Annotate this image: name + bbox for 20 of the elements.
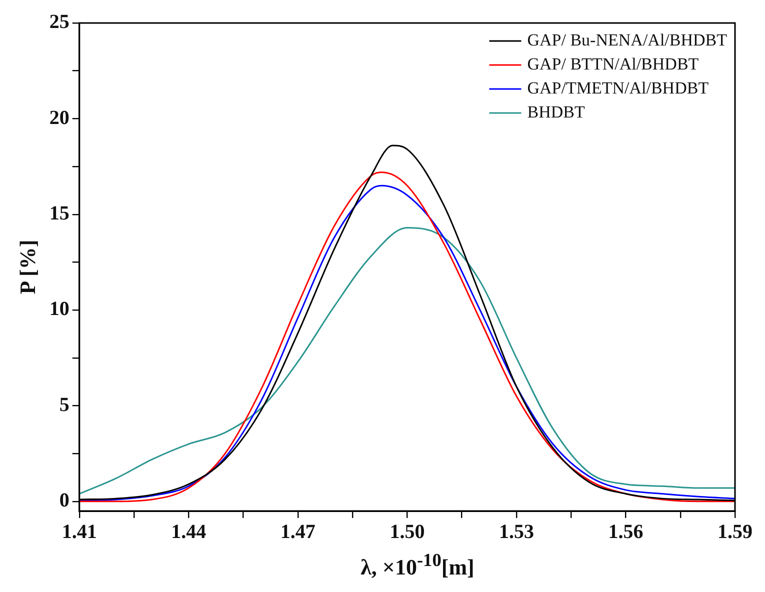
x-tick-label: 1.47 [280, 521, 316, 544]
legend-label: GAP/ Bu-NENA/Al/BHDBT [527, 30, 728, 50]
x-tick-label: 1.59 [718, 521, 752, 544]
y-tick-label: 15 [49, 202, 70, 225]
legend-label: GAP/ BTTN/Al/BHDBT [527, 54, 700, 74]
line-series [79, 227, 735, 495]
x-tick-label: 1.56 [608, 521, 644, 544]
x-tick-label: 1.41 [62, 521, 97, 544]
x-tick-label: 1.44 [171, 521, 206, 544]
x-axis-title: λ, ×10$^{-10}$[m] [360, 550, 476, 580]
legend-label: BHDBT [527, 102, 586, 122]
y-tick-label: 0 [59, 490, 70, 512]
legend-label: GAP/TMETN/Al/BHDBT [527, 78, 710, 98]
x-tick-label: 1.50 [390, 521, 425, 544]
y-axis-title: P [%] [14, 240, 40, 294]
y-tick-label: 20 [49, 106, 70, 129]
x-tick-label: 1.53 [498, 521, 534, 544]
y-tick-label: 5 [59, 394, 70, 416]
y-tick-label: 10 [49, 298, 70, 320]
y-tick-label: 25 [49, 11, 70, 34]
